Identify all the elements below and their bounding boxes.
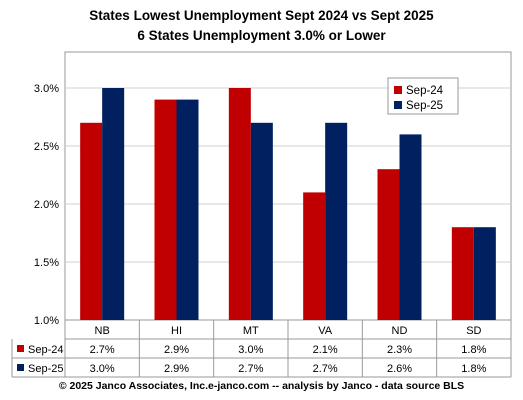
y-tick-label: 2.0%	[34, 199, 59, 211]
data-label: 1.8%	[461, 363, 486, 375]
bar-sep-24-va	[303, 192, 326, 320]
legend: Sep-24 Sep-25	[387, 77, 459, 115]
data-label: 2.9%	[164, 344, 189, 356]
legend-label: Sep-24	[406, 85, 444, 97]
data-label: 2.7%	[313, 363, 338, 375]
table-series-name: Sep-25	[28, 363, 63, 375]
bar-sep-25-mt	[250, 122, 273, 320]
x-category-label: HI	[171, 325, 182, 337]
bar-sep-24-mt	[228, 88, 251, 320]
bar-sep-24-sd	[451, 227, 474, 320]
bars-group	[80, 88, 496, 320]
legend-swatch	[394, 86, 402, 94]
y-tick-label: 1.5%	[34, 257, 59, 269]
y-tick-labels: 1.0% 1.5% 2.0% 2.5% 3.0%	[34, 83, 59, 327]
data-label: 2.6%	[387, 363, 412, 375]
table-series-name: Sep-24	[28, 344, 63, 356]
data-label: 3.0%	[90, 363, 115, 375]
chart-title: States Lowest Unemployment Sept 2024 vs …	[89, 8, 434, 23]
bar-sep-25-nb	[102, 88, 125, 320]
bar-sep-24-nb	[80, 122, 103, 320]
data-table: NB HI MT VA ND SD Sep-24 2.7% 2.9% 3.0% 2.1% 2.3% 1.…	[11, 320, 512, 378]
bar-sep-24-hi	[154, 99, 177, 320]
x-category-label: MT	[243, 325, 259, 337]
y-tick-label: 2.5%	[34, 141, 59, 153]
footer-credit: © 2025 Janco Associates, Inc.e-janco.com…	[58, 380, 465, 392]
data-label: 1.8%	[461, 344, 486, 356]
x-category-label: ND	[392, 325, 408, 337]
legend-label: Sep-25	[406, 100, 443, 112]
table-series-key	[17, 345, 24, 352]
data-label: 2.7%	[90, 344, 115, 356]
data-label: 2.3%	[387, 344, 412, 356]
data-label: 2.7%	[238, 363, 263, 375]
x-category-label: VA	[318, 325, 333, 337]
chart-subtitle: 6 States Unemployment 3.0% or Lower	[137, 28, 386, 43]
bar-sep-24-nd	[377, 169, 400, 320]
bar-sep-25-hi	[176, 99, 199, 320]
data-label: 2.1%	[313, 344, 338, 356]
data-label: 3.0%	[238, 344, 263, 356]
table-series-key	[17, 364, 24, 371]
y-tick-label: 3.0%	[34, 83, 59, 95]
legend-swatch	[394, 101, 402, 109]
x-category-label: SD	[466, 325, 481, 337]
bar-sep-25-va	[325, 122, 348, 320]
bar-sep-25-sd	[473, 227, 496, 320]
y-tick-label: 1.0%	[34, 315, 59, 327]
data-label: 2.9%	[164, 363, 189, 375]
bar-sep-25-nd	[399, 134, 422, 320]
x-category-label: NB	[95, 325, 110, 337]
